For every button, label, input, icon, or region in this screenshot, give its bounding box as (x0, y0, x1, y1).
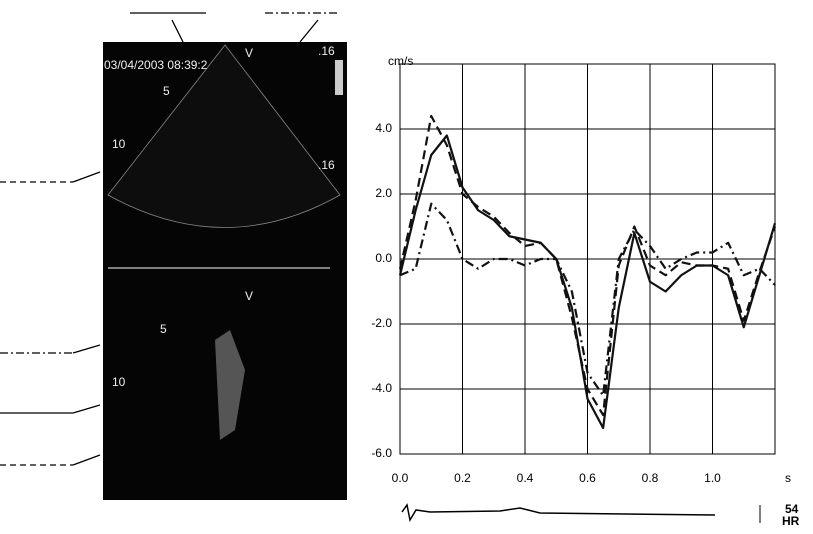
scale-label: .16 (318, 44, 335, 58)
y-tick-label: -4.0 (371, 381, 392, 395)
depth-label: 10 (112, 137, 126, 151)
x-tick-label: 0.2 (454, 471, 471, 485)
y-tick-label: 2.0 (375, 186, 392, 200)
orientation-mark: V (245, 46, 253, 60)
depth-label: 10 (112, 375, 126, 389)
x-tick-label: 1.0 (704, 471, 721, 485)
y-tick-label: 0.0 (375, 251, 392, 265)
orientation-mark: V (245, 289, 253, 303)
data-line (398, 114, 777, 417)
x-tick-label: 0.8 (642, 471, 659, 485)
ultrasound-image: 03/04/2003 08:39:2 V .16 5 10 .16 V 5 10 (103, 42, 347, 500)
timestamp: 03/04/2003 08:39:2 (104, 58, 208, 72)
heart-rate: 54 (785, 502, 799, 516)
annotation-lines (0, 12, 338, 466)
scale-label: .16 (318, 158, 335, 172)
depth-label: 5 (163, 84, 170, 98)
x-unit: s (785, 471, 791, 485)
heart-rate-label: HR (782, 514, 800, 528)
y-tick-label: -6.0 (371, 446, 392, 460)
x-tick-label: 0.6 (579, 471, 596, 485)
x-tick-label: 0.4 (517, 471, 534, 485)
depth-label: 5 (160, 322, 167, 336)
data-line (399, 202, 776, 397)
y-tick-label: -2.0 (371, 316, 392, 330)
ecg-trace (401, 503, 716, 523)
x-tick-label: 0.0 (392, 471, 409, 485)
y-tick-label: 4.0 (375, 121, 392, 135)
y-unit: cm/s (388, 54, 413, 68)
